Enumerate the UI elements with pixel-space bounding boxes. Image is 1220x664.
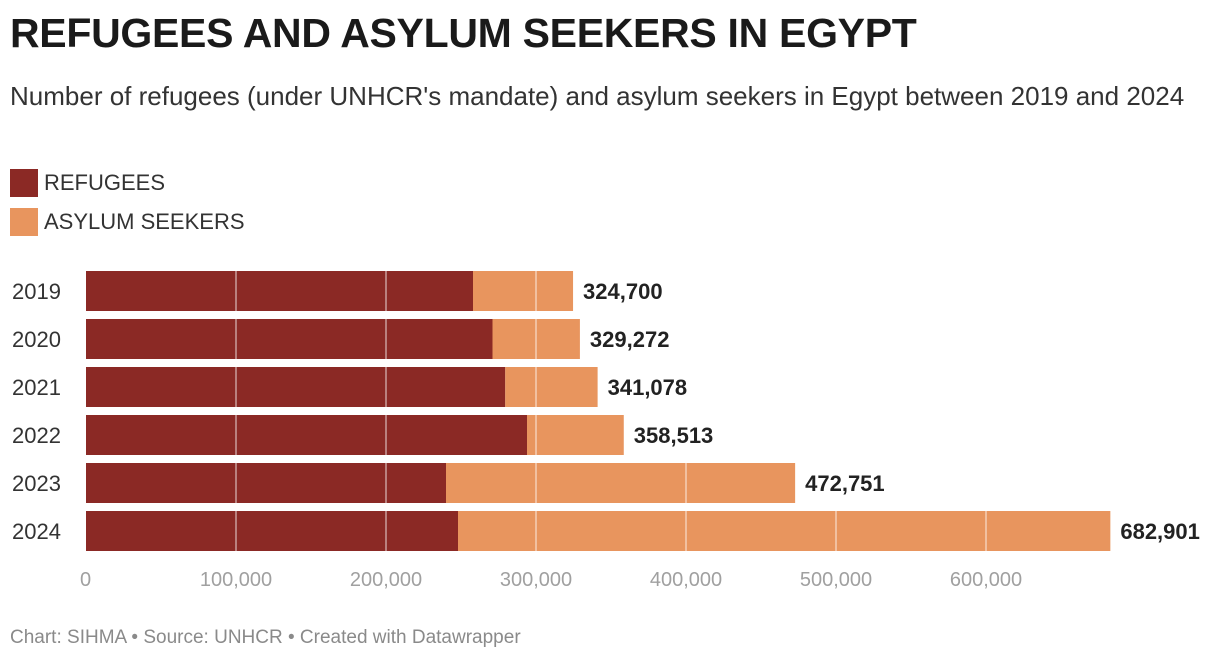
legend-label-refugees: REFUGEES — [44, 170, 166, 195]
bar-refugees-2021 — [86, 367, 506, 407]
bar-asylum-seekers-2022 — [527, 415, 624, 455]
total-label-2023: 472,751 — [805, 471, 885, 496]
bar-asylum-seekers-2021 — [505, 367, 598, 407]
category-label-2024: 2024 — [12, 519, 61, 544]
gridlines-group — [235, 269, 987, 553]
legend-swatch-refugees — [10, 169, 38, 197]
labels-group: 2019 324,700 2020 329,272 2021 341,078 2022 358… — [12, 279, 1200, 591]
legend-label-asylum-seekers: ASYLUM SEEKERS — [44, 209, 245, 234]
legend-item-asylum-seekers: ASYLUM SEEKERS — [10, 207, 245, 237]
total-label-2020: 329,272 — [590, 327, 670, 352]
total-label-2019: 324,700 — [583, 279, 663, 304]
chart-footer: Chart: SIHMA • Source: UNHCR • Created w… — [10, 627, 521, 648]
x-tick-label-500,000: 500,000 — [800, 569, 872, 591]
total-label-2024: 682,901 — [1120, 519, 1200, 544]
x-tick-label-300,000: 300,000 — [500, 569, 572, 591]
total-label-2022: 358,513 — [634, 423, 714, 448]
bar-refugees-2023 — [86, 463, 446, 503]
total-label-2021: 341,078 — [608, 375, 688, 400]
category-label-2022: 2022 — [12, 423, 61, 448]
bar-asylum-seekers-2023 — [446, 463, 796, 503]
legend-item-refugees: REFUGEES — [10, 168, 245, 198]
bar-refugees-2024 — [86, 511, 458, 551]
chart-title: REFUGEES AND ASYLUM SEEKERS IN EGYPT — [10, 10, 917, 56]
x-tick-label-600,000: 600,000 — [950, 569, 1022, 591]
x-tick-label-200,000: 200,000 — [350, 569, 422, 591]
category-label-2019: 2019 — [12, 279, 61, 304]
x-tick-label-0: 0 — [80, 569, 91, 591]
bar-refugees-2022 — [86, 415, 527, 455]
legend: REFUGEES ASYLUM SEEKERS — [10, 168, 245, 246]
stacked-bar-chart: 2019 324,700 2020 329,272 2021 341,078 2022 358… — [12, 269, 1200, 591]
bar-refugees-2020 — [86, 319, 493, 359]
bar-refugees-2019 — [86, 271, 473, 311]
legend-swatch-asylum-seekers — [10, 208, 38, 236]
category-label-2021: 2021 — [12, 375, 61, 400]
category-label-2020: 2020 — [12, 327, 61, 352]
chart-subtitle: Number of refugees (under UNHCR's mandat… — [10, 81, 1185, 111]
bars-group — [86, 271, 1111, 551]
category-label-2023: 2023 — [12, 471, 61, 496]
x-tick-label-400,000: 400,000 — [650, 569, 722, 591]
x-tick-label-100,000: 100,000 — [200, 569, 272, 591]
bar-asylum-seekers-2019 — [473, 271, 574, 311]
bar-asylum-seekers-2024 — [458, 511, 1111, 551]
